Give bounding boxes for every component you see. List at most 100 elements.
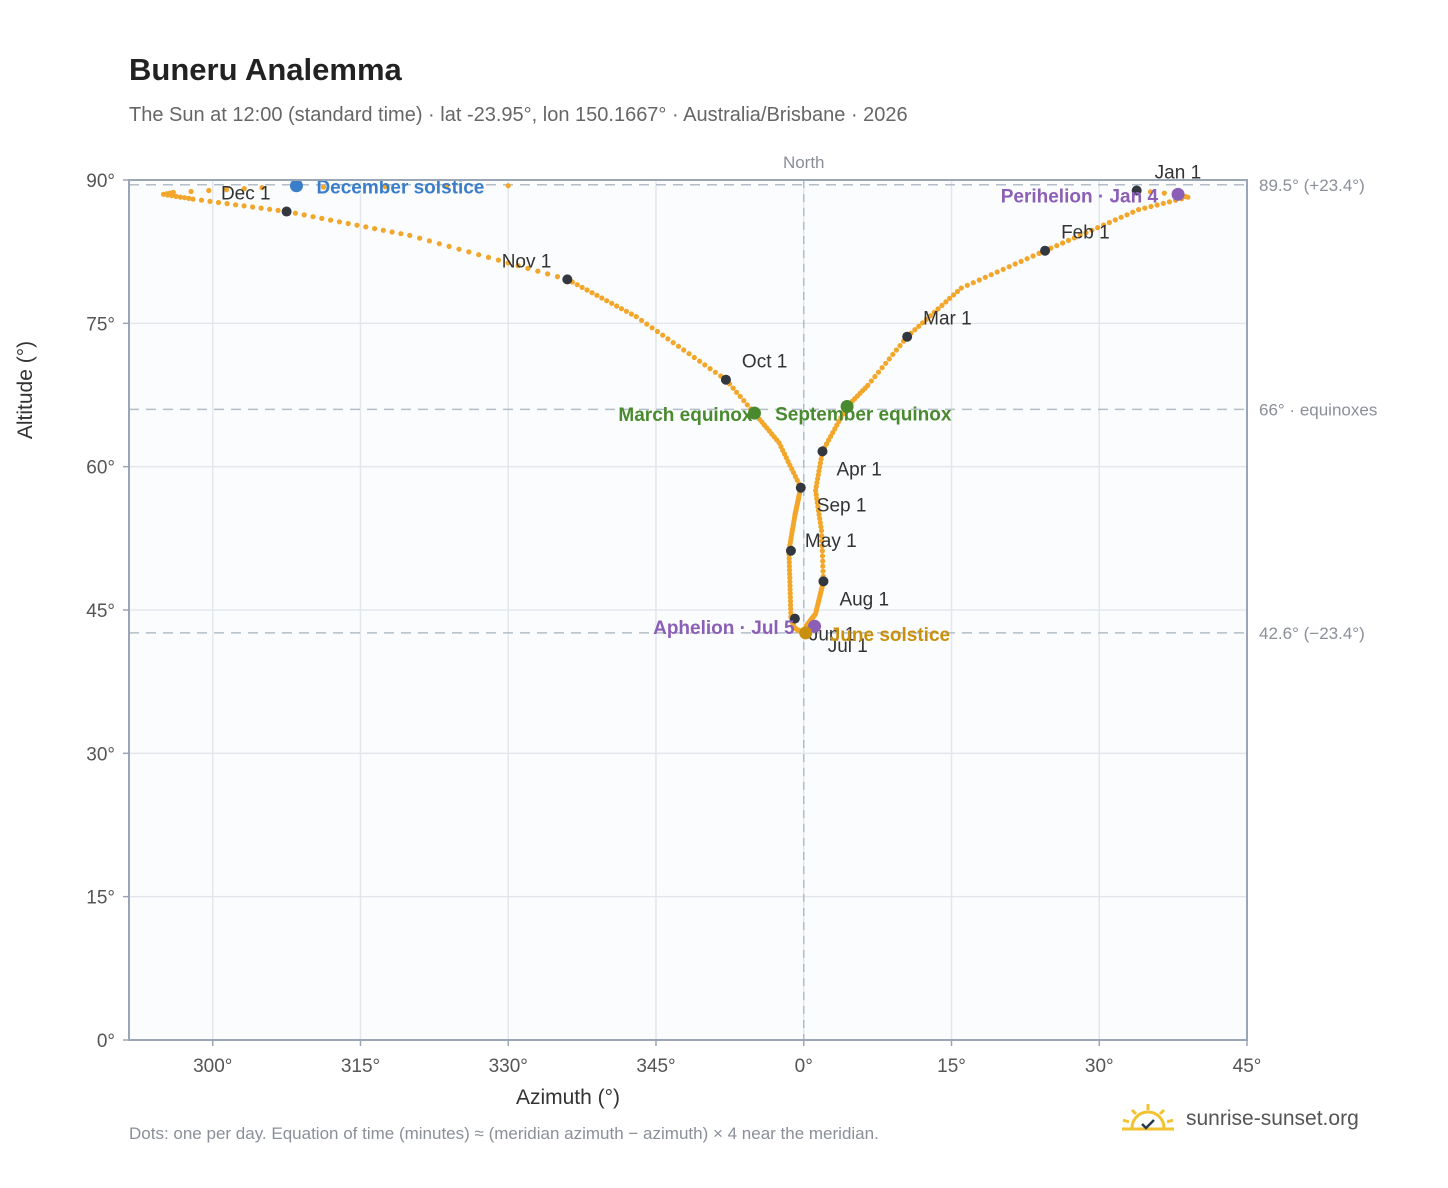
daily-sun-dot [920, 320, 926, 326]
grid-layer [129, 179, 1248, 1041]
daily-sun-dot [817, 464, 823, 470]
daily-sun-dot [819, 548, 825, 554]
event-markers: December solstice Perihelion · Jan 4 March… [289, 178, 1185, 646]
daily-sun-dot [1101, 222, 1107, 228]
daily-sun-dot [702, 362, 708, 368]
month-marker [789, 613, 800, 624]
daily-sun-dot [241, 203, 247, 209]
brand[interactable]: sunrise-sunset.org [1120, 1102, 1359, 1136]
chart-subtitle: The Sun at 12:00 (standard time) · lat -… [129, 104, 908, 126]
daily-sun-dot [818, 528, 825, 534]
daily-sun-dot [916, 323, 922, 329]
x-tick-label: 45° [1233, 1056, 1262, 1077]
daily-sun-dot [1147, 189, 1154, 195]
daily-sun-dot [734, 389, 740, 395]
daily-sun-dot [814, 480, 820, 486]
daily-sun-dot [466, 249, 472, 255]
x-tick-label: 0° [795, 1056, 813, 1077]
daily-sun-dot [868, 378, 874, 384]
month-marker-label: Dec 1 [221, 184, 271, 205]
daily-sun-dot [787, 594, 794, 600]
daily-sun-dot [354, 222, 360, 228]
daily-sun-dot [893, 347, 900, 353]
event-marker [747, 406, 761, 420]
y-tick-label: 45° [86, 601, 115, 622]
daily-sun-dot [259, 185, 265, 191]
daily-sun-dot [1089, 227, 1095, 233]
daily-sun-dot [292, 210, 298, 216]
month-marker-label: Jun 1 [809, 625, 855, 646]
daily-sun-dot [336, 219, 342, 225]
daily-sun-dot [446, 243, 452, 249]
daily-sun-dot [994, 269, 1000, 275]
daily-sun-dot [594, 292, 600, 298]
x-tick-label: 30° [1085, 1056, 1114, 1077]
daily-sun-dot [190, 196, 196, 202]
daily-sun-dot [744, 402, 750, 408]
footnote: Dots: one per day. Equation of time (min… [129, 1124, 879, 1143]
month-marker [720, 374, 731, 385]
daily-sun-dot [1185, 194, 1191, 200]
daily-sun-dot [173, 193, 179, 199]
y-tick-label: 90° [86, 171, 115, 192]
event-label: March equinox [618, 405, 753, 426]
daily-sun-dot [970, 280, 976, 286]
daily-sun-dot [1166, 199, 1172, 205]
daily-sun-dot [819, 533, 825, 539]
month-marker-label: Nov 1 [502, 251, 552, 272]
daily-sun-dot [897, 343, 903, 349]
daily-sun-dot [207, 198, 213, 204]
daily-sun-dot [1000, 266, 1006, 272]
x-tick-label: 315° [341, 1056, 380, 1077]
daily-sun-dot [485, 254, 492, 260]
y-tick-label: 0° [97, 1031, 115, 1052]
daily-sun-dot [816, 468, 822, 474]
daily-sun-dot [170, 189, 176, 195]
daily-sun-dot [267, 206, 273, 212]
daily-sun-dot [1077, 232, 1083, 238]
event-label: Aphelion · Jul 5 [653, 618, 795, 639]
month-marker-label: May 1 [805, 531, 857, 552]
daily-sun-dot [215, 199, 222, 206]
daily-sun-dot [836, 418, 842, 424]
daily-sun-dot [787, 571, 793, 577]
daily-sun-dot [787, 598, 794, 604]
daily-sun-dot [233, 202, 239, 208]
daily-sun-dot [328, 217, 334, 223]
daily-sun-dot [654, 328, 661, 335]
month-marker-label: Mar 1 [923, 309, 972, 330]
x-tick-label: 345° [636, 1056, 675, 1077]
daily-sun-dot [787, 586, 793, 593]
daily-sun-dot [639, 317, 645, 323]
daily-sun-dot [554, 274, 561, 280]
daily-sun-dot [649, 325, 655, 331]
event-marker [840, 399, 854, 413]
daily-sun-dot [820, 563, 826, 569]
x-tick-label: 300° [193, 1056, 232, 1077]
daily-sun-dot [382, 184, 388, 190]
daily-sun-dot [686, 351, 692, 357]
daily-sun-dot [398, 231, 404, 237]
daily-sun-dot [697, 358, 703, 364]
daily-sun-dot [380, 227, 386, 233]
daily-sun-dot [819, 553, 826, 559]
daily-sun-dot [820, 558, 826, 564]
daily-sun-dot [1124, 212, 1130, 218]
daily-sun-dot [407, 232, 413, 238]
month-marker-label: Sep 1 [817, 496, 867, 517]
daily-sun-dot [535, 268, 541, 274]
daily-sun-dot [939, 302, 945, 308]
daily-sun-dot [614, 303, 620, 309]
month-marker-label: Jul 1 [828, 636, 868, 657]
daily-sun-dot [444, 183, 450, 189]
daily-sun-dot [1160, 200, 1166, 206]
daily-sun-dot [879, 365, 885, 371]
daily-sun-dot [817, 520, 823, 526]
daily-sun-dot [788, 602, 794, 608]
daily-sun-dot [935, 306, 941, 312]
daily-sun-dot [1030, 253, 1036, 259]
daily-sun-dot [258, 205, 264, 211]
daily-sun-dot [788, 610, 794, 616]
daily-sun-dot [787, 583, 793, 589]
